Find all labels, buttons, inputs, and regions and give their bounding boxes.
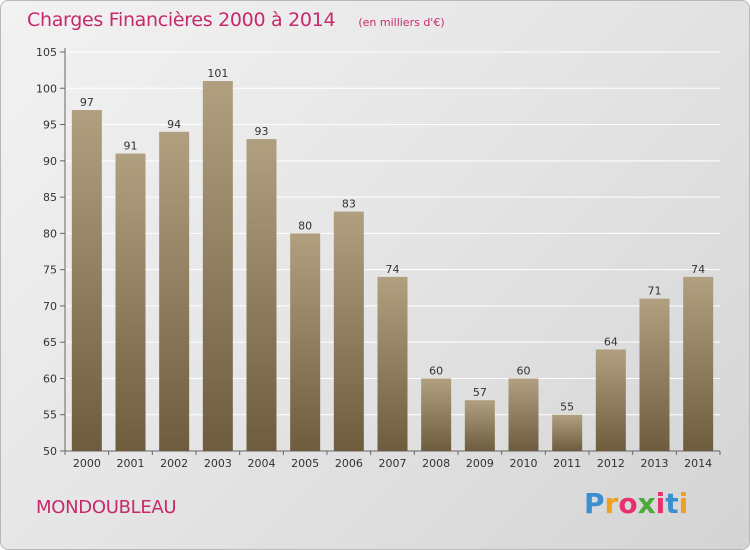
data-label: 60	[429, 364, 443, 377]
bar-2012	[595, 349, 626, 451]
x-tick-label: 2009	[466, 457, 494, 470]
logo-letter: P	[584, 487, 605, 520]
bar-2004	[246, 139, 277, 451]
data-label: 97	[80, 96, 94, 109]
y-tick-label: 85	[43, 191, 57, 204]
y-tick-label: 70	[43, 300, 57, 313]
proxiti-logo[interactable]: Proxiti	[584, 487, 688, 520]
bar-2002	[159, 131, 190, 452]
x-tick-label: 2012	[597, 457, 625, 470]
y-tick-label: 105	[36, 46, 57, 59]
bar-2010	[508, 378, 539, 451]
data-label: 83	[342, 198, 356, 211]
data-label: 94	[167, 118, 181, 131]
y-tick-label: 95	[43, 119, 57, 132]
logo-letter: i	[655, 487, 666, 520]
x-tick-label: 2000	[73, 457, 101, 470]
data-label: 64	[604, 335, 618, 348]
y-tick-label: 80	[43, 227, 57, 240]
x-tick-label: 2010	[510, 457, 538, 470]
x-tick-label: 2003	[204, 457, 232, 470]
title-row: Charges Financières 2000 à 2014 (en mill…	[27, 9, 445, 31]
x-tick-label: 2011	[553, 457, 581, 470]
data-label: 57	[473, 386, 487, 399]
chart-unit: (en milliers d'€)	[358, 16, 445, 29]
axes: 50 55 60 65 70 75 80 85 90 95 100 105 2000 2001 2002 20…	[36, 46, 721, 470]
bar-2011	[552, 414, 583, 451]
x-tick-label: 2004	[248, 457, 276, 470]
bar-2001	[115, 153, 146, 451]
bar-2014	[683, 276, 714, 451]
y-tick-label: 65	[43, 336, 57, 349]
data-label: 60	[517, 364, 531, 377]
x-tick-label: 2013	[641, 457, 669, 470]
bars	[71, 81, 714, 452]
data-label: 74	[386, 263, 400, 276]
logo-letter: i	[678, 487, 689, 520]
x-tick-label: 2014	[684, 457, 712, 470]
chart-title: Charges Financières 2000 à 2014	[27, 9, 336, 31]
x-tick-label: 2001	[117, 457, 145, 470]
place-name: MONDOUBLEAU	[36, 497, 177, 518]
bar-2006	[333, 211, 364, 451]
x-tick-label: 2002	[160, 457, 188, 470]
bar-2000	[71, 110, 102, 451]
bar-2007	[377, 276, 408, 451]
data-label: 101	[207, 67, 228, 80]
bar-2013	[639, 298, 670, 451]
logo-letter: t	[665, 487, 679, 520]
data-label: 71	[648, 285, 662, 298]
data-label: 91	[124, 140, 138, 153]
data-label: 55	[560, 401, 574, 414]
bar-2009	[464, 400, 495, 451]
bar-2003	[202, 81, 233, 451]
data-label: 93	[255, 125, 269, 138]
data-label: 80	[298, 219, 312, 232]
y-tick-label: 55	[43, 409, 57, 422]
y-tick-label: 60	[43, 372, 57, 385]
x-tick-label: 2008	[422, 457, 450, 470]
logo-letter: x	[637, 487, 656, 520]
bar-2005	[290, 233, 321, 451]
data-label: 74	[691, 263, 705, 276]
data-labels: 97 91 94 101 93 80 83 74 60 57 60 55 64 71 74	[80, 67, 705, 414]
logo-letter: r	[604, 487, 619, 520]
y-tick-label: 100	[36, 82, 57, 95]
y-tick-label: 90	[43, 155, 57, 168]
x-tick-label: 2007	[379, 457, 407, 470]
y-tick-label: 75	[43, 264, 57, 277]
x-tick-label: 2006	[335, 457, 363, 470]
logo-letter: o	[618, 487, 638, 520]
y-tick-label: 50	[43, 445, 57, 458]
bar-2008	[421, 378, 452, 451]
x-tick-label: 2005	[291, 457, 319, 470]
